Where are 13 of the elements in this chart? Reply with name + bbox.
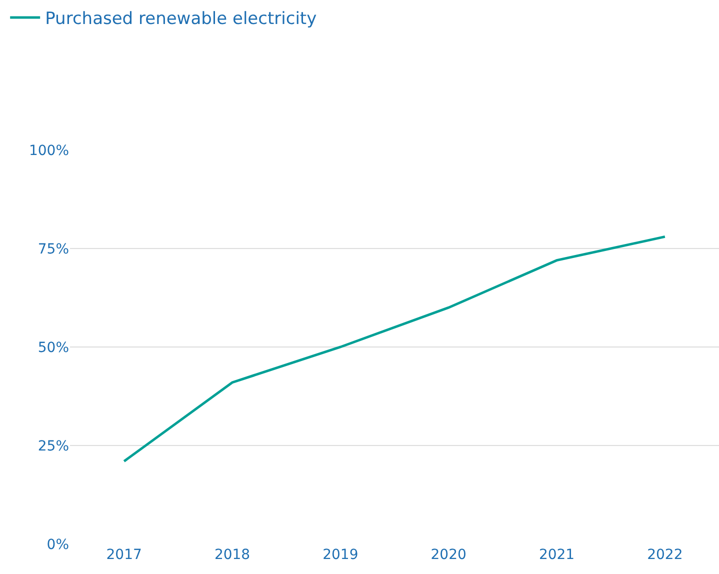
y-tick-label: 75% xyxy=(38,241,69,258)
y-tick-label: 50% xyxy=(38,340,69,356)
y-tick-label: 25% xyxy=(38,438,69,454)
y-tick-label: 0% xyxy=(46,536,69,553)
x-tick-label: 2017 xyxy=(106,547,142,563)
x-tick-label: 2022 xyxy=(647,547,683,563)
x-tick-label: 2020 xyxy=(430,547,466,563)
y-tick-label: 100% xyxy=(28,142,69,159)
x-tick-label: 2021 xyxy=(538,547,575,563)
x-tick-label: 2019 xyxy=(322,547,358,563)
legend-label: Purchased renewable electricity xyxy=(45,9,317,30)
line-series xyxy=(122,235,666,463)
x-tick-label: 2018 xyxy=(214,547,250,563)
